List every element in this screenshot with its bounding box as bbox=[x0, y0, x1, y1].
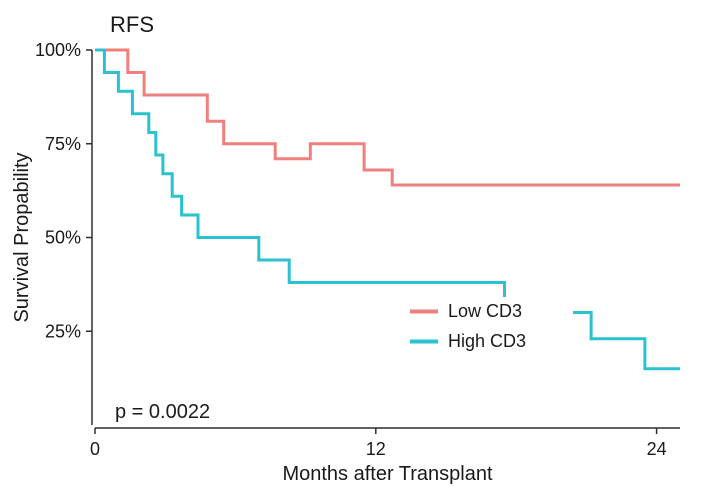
legend-swatch bbox=[410, 310, 438, 314]
x-tick-label: 24 bbox=[647, 439, 667, 459]
x-tick-label: 0 bbox=[90, 439, 100, 459]
plot-bg bbox=[0, 0, 708, 502]
y-tick-label: 50% bbox=[45, 228, 81, 248]
legend-label: Low CD3 bbox=[448, 301, 522, 321]
km-chart: 0 12 24 25% 50% 75% 100% Months after Transplan… bbox=[0, 0, 708, 502]
legend-label: High CD3 bbox=[448, 331, 526, 351]
p-value: p = 0.0022 bbox=[115, 401, 210, 423]
y-tick-label: 100% bbox=[35, 40, 81, 60]
y-axis-title: Survival Propability bbox=[11, 152, 33, 322]
y-tick-label: 75% bbox=[45, 134, 81, 154]
y-tick-label: 25% bbox=[45, 321, 81, 341]
legend-swatch bbox=[410, 340, 438, 344]
x-tick-label: 12 bbox=[366, 439, 386, 459]
chart-title: RFS bbox=[110, 12, 154, 37]
x-axis-title: Months after Transplant bbox=[282, 463, 493, 485]
chart-svg: 0 12 24 25% 50% 75% 100% Months after Transplan… bbox=[0, 0, 708, 502]
